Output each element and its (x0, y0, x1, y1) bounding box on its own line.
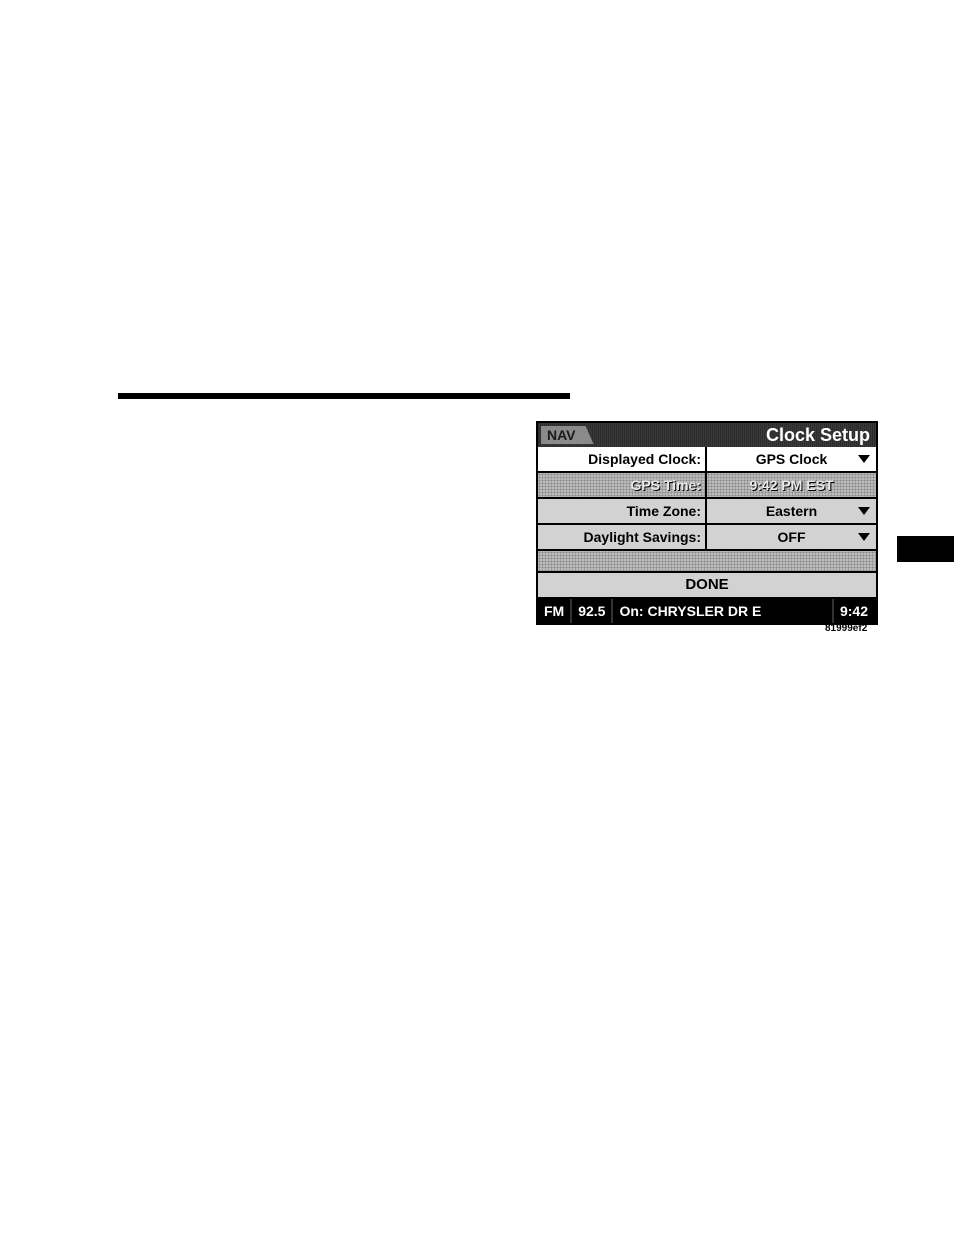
page-edge-tab (897, 536, 954, 562)
value-time-zone: Eastern (766, 499, 817, 523)
label-displayed-clock: Displayed Clock: (538, 447, 707, 471)
chevron-down-icon (858, 455, 870, 463)
nav-clock-setup-screen: NAV Clock Setup Displayed Clock: GPS Clo… (536, 421, 878, 625)
value-gps-time-wrap: 9:42 PM EST (707, 473, 876, 497)
status-band[interactable]: FM (538, 599, 572, 623)
label-gps-time: GPS Time: (538, 473, 707, 497)
chevron-down-icon (858, 507, 870, 515)
status-clock: 9:42 (834, 599, 876, 623)
row-gps-time: GPS Time: 9:42 PM EST (538, 473, 876, 499)
status-frequency[interactable]: 92.5 (572, 599, 613, 623)
spacer (538, 551, 876, 573)
row-time-zone: Time Zone: Eastern (538, 499, 876, 525)
screen-header: NAV Clock Setup (538, 423, 876, 447)
row-displayed-clock: Displayed Clock: GPS Clock (538, 447, 876, 473)
done-button[interactable]: DONE (538, 573, 876, 599)
select-daylight-savings[interactable]: OFF (707, 525, 876, 549)
screen-title: Clock Setup (766, 425, 876, 446)
select-time-zone[interactable]: Eastern (707, 499, 876, 523)
chevron-down-icon (858, 533, 870, 541)
value-daylight-savings: OFF (778, 525, 806, 549)
image-id-caption: 81999ef2 (825, 623, 867, 634)
label-time-zone: Time Zone: (538, 499, 707, 523)
select-displayed-clock[interactable]: GPS Clock (707, 447, 876, 471)
label-daylight-savings: Daylight Savings: (538, 525, 707, 549)
horizontal-rule (118, 393, 570, 399)
status-location: On: CHRYSLER DR E (613, 599, 834, 623)
value-displayed-clock: GPS Clock (756, 447, 828, 471)
status-bar: FM 92.5 On: CHRYSLER DR E 9:42 (538, 599, 876, 623)
value-gps-time: 9:42 PM EST (749, 473, 833, 497)
row-daylight-savings: Daylight Savings: OFF (538, 525, 876, 551)
nav-mode-chip[interactable]: NAV (541, 426, 594, 444)
